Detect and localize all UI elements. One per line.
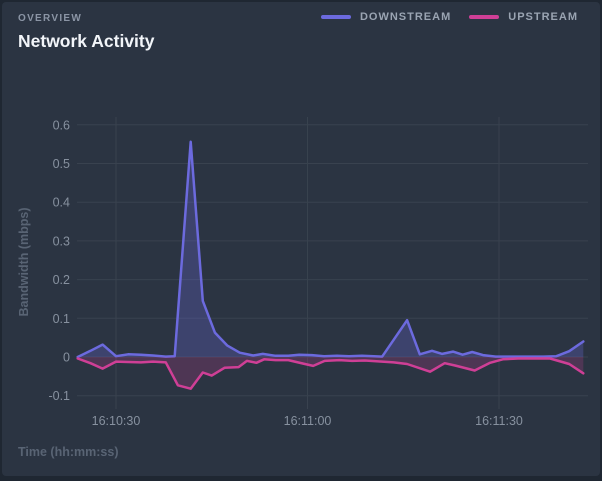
page-title: Network Activity xyxy=(18,31,155,51)
x-tick-label: 16:11:00 xyxy=(284,414,332,428)
y-tick-label: 0.4 xyxy=(53,196,70,210)
series-area-downstream xyxy=(77,141,584,357)
x-axis-title: Time (hh:mm:ss) xyxy=(18,445,118,459)
x-tick-label: 16:11:30 xyxy=(475,414,523,428)
y-tick-label: 0 xyxy=(63,351,70,365)
chart-legend: DOWNSTREAM UPSTREAM xyxy=(320,11,578,23)
y-axis-title: Bandwidth (mbps) xyxy=(17,207,31,316)
y-tick-label: 0.1 xyxy=(53,312,70,326)
legend-label: UPSTREAM xyxy=(508,11,578,23)
legend-item-upstream[interactable]: UPSTREAM xyxy=(469,11,578,23)
series-line-downstream xyxy=(76,140,585,359)
legend-item-downstream[interactable]: DOWNSTREAM xyxy=(320,11,452,23)
x-tick-label: 16:10:30 xyxy=(92,414,141,428)
chart-header: OVERVIEW Network Activity xyxy=(18,13,154,52)
series-line-upstream xyxy=(76,357,585,390)
legend-swatch-icon xyxy=(320,15,351,19)
overview-panel xyxy=(2,2,600,476)
y-tick-label: 0.3 xyxy=(53,234,70,248)
y-tick-label: 0.2 xyxy=(53,273,70,287)
y-tick-label: 0.6 xyxy=(53,118,70,132)
y-tick-label: 0.5 xyxy=(53,157,70,171)
legend-swatch-icon xyxy=(469,15,500,19)
section-eyebrow: OVERVIEW xyxy=(18,13,83,24)
y-tick-label: -0.1 xyxy=(48,389,70,403)
legend-label: DOWNSTREAM xyxy=(359,11,452,23)
